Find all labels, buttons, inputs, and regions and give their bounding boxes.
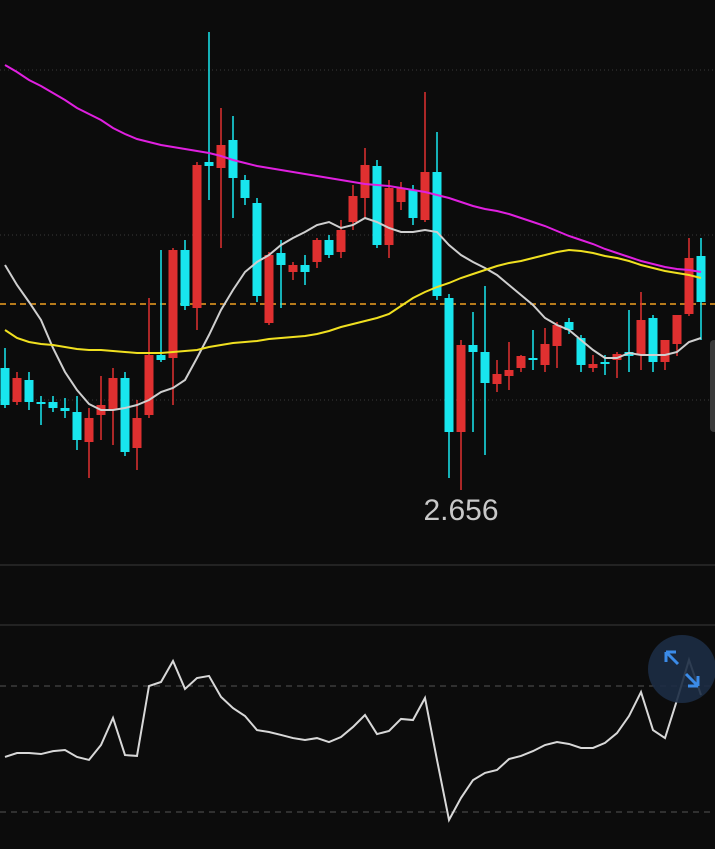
- candle-body: [132, 418, 142, 448]
- candle-body: [432, 172, 442, 296]
- candle-body: [108, 378, 118, 410]
- candle-body: [180, 250, 190, 306]
- candle-body: [396, 188, 406, 202]
- candle-body: [456, 345, 466, 432]
- candle-body: [252, 203, 262, 296]
- candle-body: [588, 364, 598, 368]
- expand-button-bg: [648, 635, 715, 703]
- candle-body: [696, 256, 706, 302]
- candle-body: [672, 315, 682, 344]
- candle-body: [384, 188, 394, 245]
- candle-body: [204, 162, 214, 166]
- expand-icon: [664, 650, 700, 688]
- line-series: [4, 64, 702, 273]
- candle-body: [12, 378, 22, 402]
- candle-body: [336, 230, 346, 252]
- candle-body: [36, 402, 46, 404]
- candle-body: [492, 374, 502, 384]
- line-series: [4, 216, 702, 411]
- candle-body: [288, 265, 298, 272]
- candle-body: [660, 340, 670, 362]
- candle-body: [300, 265, 310, 272]
- candle-body: [312, 240, 322, 262]
- candle-body: [156, 355, 166, 360]
- candle-body: [264, 255, 274, 323]
- candle-body: [576, 338, 586, 365]
- candle-body: [48, 402, 58, 408]
- candle-body: [168, 250, 178, 358]
- candle-body: [408, 190, 418, 218]
- candle-body: [684, 258, 694, 314]
- plot-layer: 2.656: [0, 32, 715, 823]
- candle-body: [144, 355, 154, 415]
- expand-button[interactable]: [648, 635, 715, 703]
- line-series: [4, 248, 702, 354]
- candle-body: [600, 362, 610, 364]
- candle-body: [504, 370, 514, 376]
- candle-body: [348, 196, 358, 222]
- candle-body: [540, 344, 550, 365]
- candle-body: [324, 240, 334, 255]
- line-series: [4, 656, 702, 823]
- candle-body: [372, 166, 382, 245]
- candle-body: [120, 378, 130, 452]
- candle-body: [84, 418, 94, 442]
- candle-body: [360, 165, 370, 198]
- candle-body: [468, 345, 478, 352]
- candle-body: [192, 165, 202, 308]
- side-handle[interactable]: [710, 340, 715, 432]
- candle-body: [648, 318, 658, 362]
- candle-body: [444, 298, 454, 432]
- candle-body: [240, 180, 250, 198]
- candle-body: [552, 325, 562, 346]
- candle-body: [528, 358, 538, 360]
- candle-body: [516, 356, 526, 368]
- candle-body: [72, 412, 82, 440]
- candle-body: [636, 320, 646, 355]
- candle-body: [480, 352, 490, 383]
- candle-body: [24, 380, 34, 402]
- candle-body: [60, 408, 70, 411]
- candle-body: [420, 172, 430, 220]
- candle-body: [276, 253, 286, 265]
- min-annotation: 2.656: [423, 494, 498, 527]
- candle-body: [0, 368, 10, 405]
- candle-body: [564, 322, 574, 330]
